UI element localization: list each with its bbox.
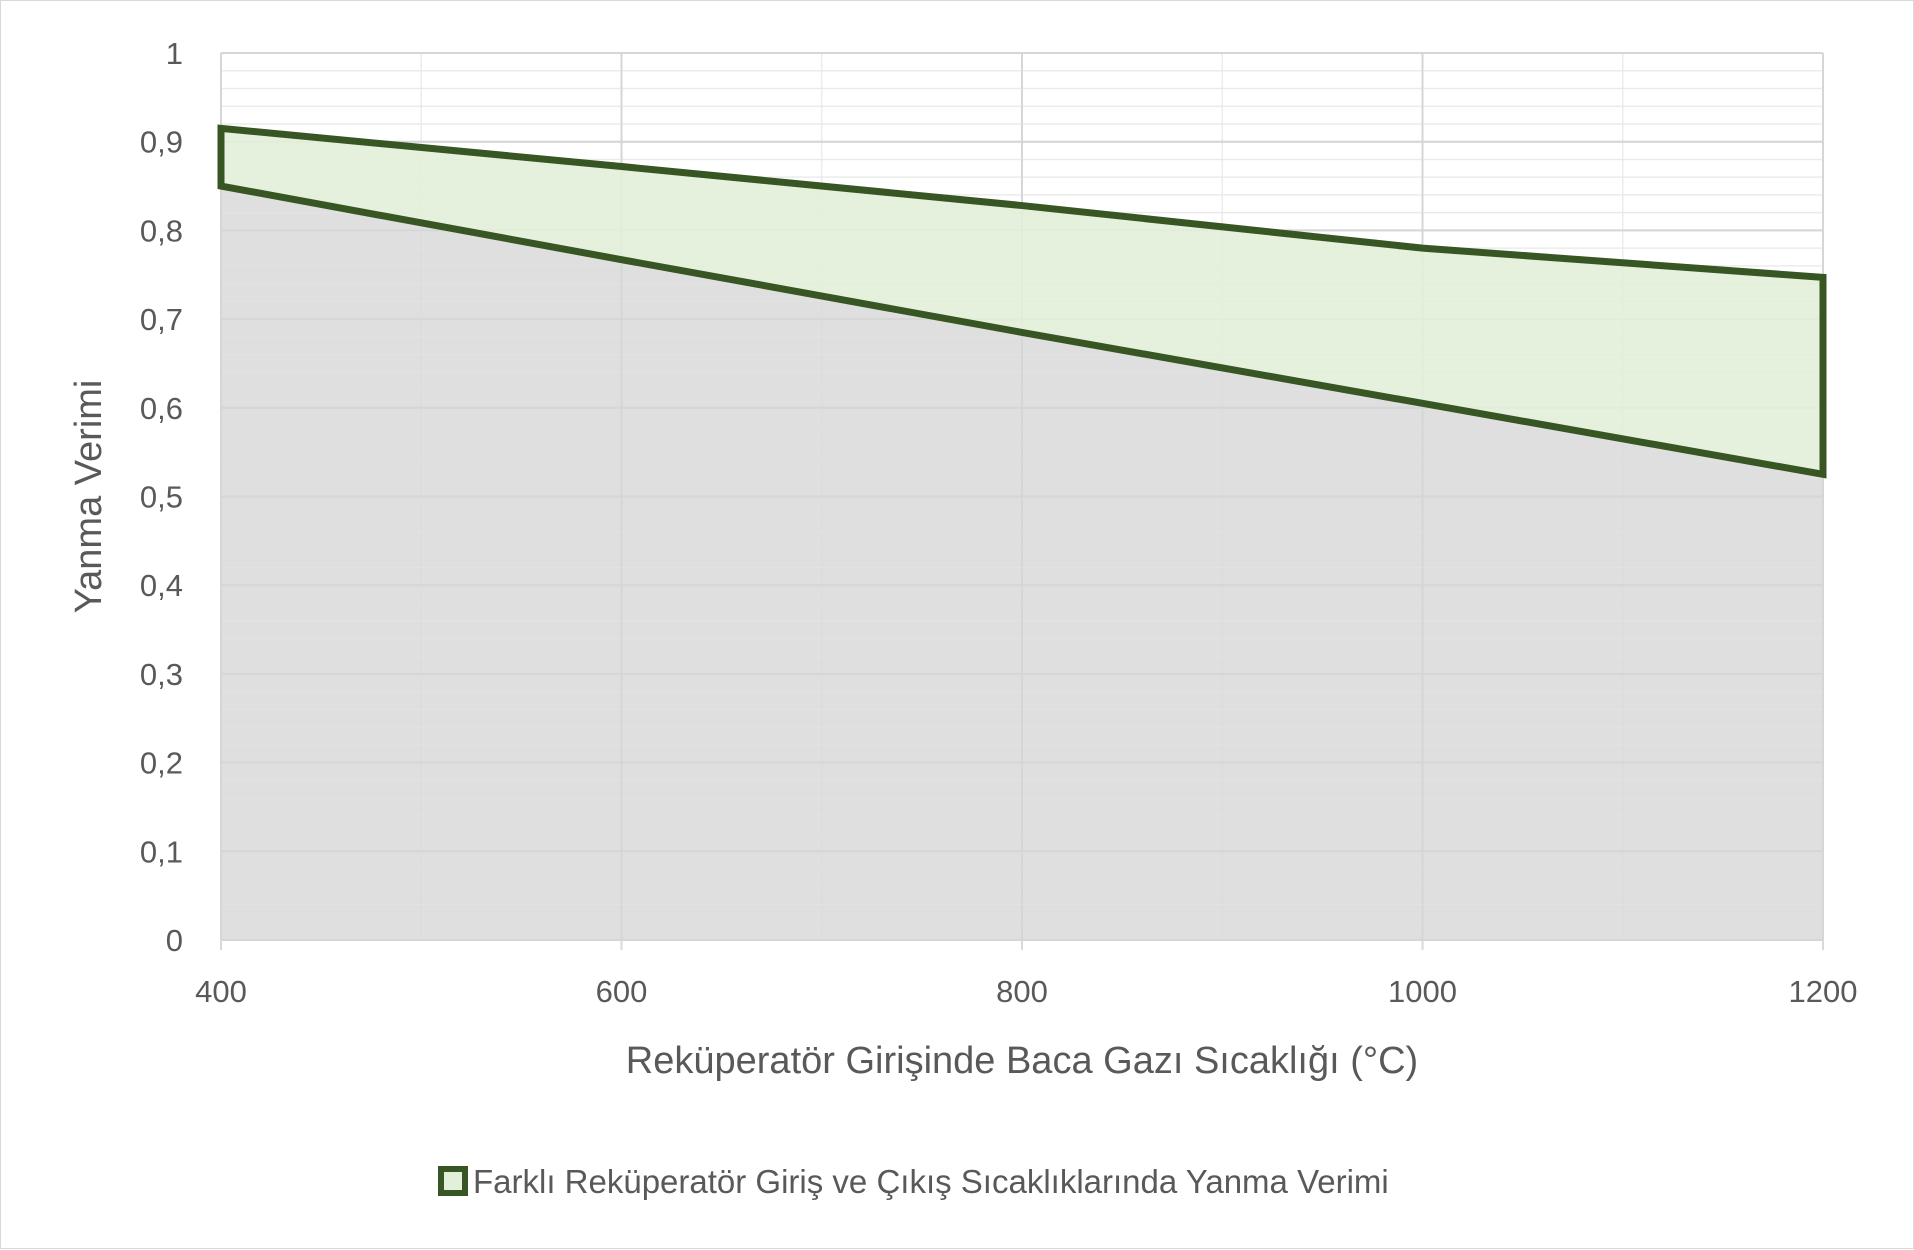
y-axis-title: Yanma Verimi	[68, 380, 110, 614]
y-tick-label: 0,9	[140, 125, 183, 160]
y-tick-label: 0,6	[140, 391, 183, 426]
legend-label: Farklı Reküperatör Giriş ve Çıkış Sıcakl…	[473, 1163, 1389, 1200]
legend: Farklı Reküperatör Giriş ve Çıkış Sıcakl…	[438, 1163, 1389, 1200]
y-tick-label: 0,3	[140, 657, 183, 692]
x-tick-label: 400	[195, 974, 247, 1009]
x-tick-label: 1200	[1789, 974, 1858, 1009]
y-tick-label: 0,4	[140, 568, 183, 603]
x-tick-label: 800	[996, 974, 1048, 1009]
x-axis-title: Reküperatör Girişinde Baca Gazı Sıcaklığ…	[626, 1040, 1418, 1082]
y-tick-label: 0	[166, 923, 183, 958]
y-tick-label: 0,2	[140, 746, 183, 781]
x-tick-label: 1000	[1388, 974, 1457, 1009]
y-tick-label: 0,8	[140, 213, 183, 248]
y-tick-label: 0,5	[140, 480, 183, 515]
y-tick-label: 0,1	[140, 834, 183, 869]
tick-labels: 0 0,1 0,2 0,3 0,4 0,5 0,6 0,7 0,8 0,9 1 400 600 800 10…	[140, 36, 1858, 1009]
x-tick-label: 600	[596, 974, 648, 1009]
y-tick-label: 0,7	[140, 302, 183, 337]
band-area	[217, 124, 1827, 479]
plot-areas	[217, 52, 1827, 941]
y-tick-label: 1	[166, 36, 183, 71]
legend-swatch	[438, 1166, 468, 1196]
